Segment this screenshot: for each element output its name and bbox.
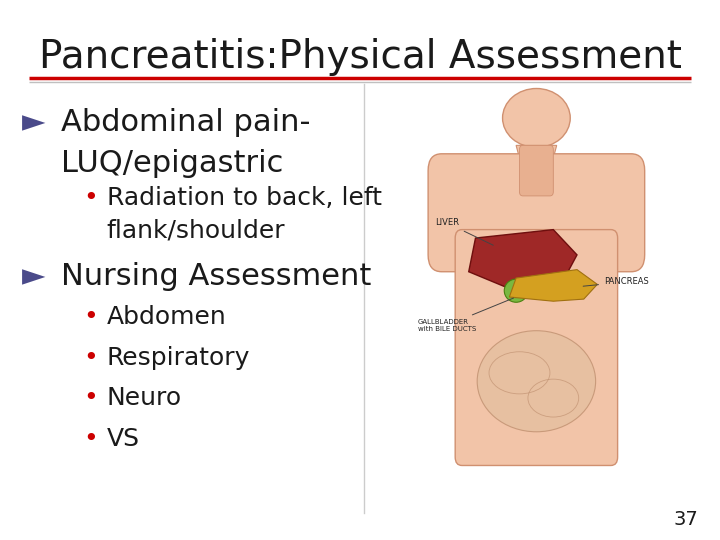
- Text: flank/shoulder: flank/shoulder: [107, 219, 285, 242]
- Ellipse shape: [477, 330, 595, 432]
- Ellipse shape: [504, 279, 528, 302]
- Polygon shape: [469, 230, 577, 288]
- Text: Radiation to back, left: Radiation to back, left: [107, 186, 382, 210]
- Text: LIVER: LIVER: [435, 218, 493, 245]
- Text: Nursing Assessment: Nursing Assessment: [61, 262, 372, 291]
- Text: ►: ►: [22, 262, 45, 291]
- Text: ►: ►: [22, 108, 45, 137]
- Text: GALLBLADDER
with BILE DUCTS: GALLBLADDER with BILE DUCTS: [418, 298, 513, 332]
- Text: Neuro: Neuro: [107, 386, 181, 410]
- Text: PANCREAS: PANCREAS: [583, 278, 649, 286]
- Text: Respiratory: Respiratory: [107, 346, 250, 369]
- Ellipse shape: [503, 89, 570, 147]
- Polygon shape: [509, 269, 598, 301]
- Polygon shape: [516, 145, 557, 171]
- FancyBboxPatch shape: [428, 154, 644, 272]
- Text: Pancreatitis:Physical Assessment: Pancreatitis:Physical Assessment: [39, 38, 681, 76]
- Text: Abdomen: Abdomen: [107, 305, 226, 329]
- Text: •: •: [83, 427, 97, 450]
- Text: LUQ/epigastric: LUQ/epigastric: [61, 148, 284, 178]
- FancyBboxPatch shape: [520, 145, 554, 196]
- Text: •: •: [83, 346, 97, 369]
- Text: •: •: [83, 386, 97, 410]
- Text: •: •: [83, 186, 97, 210]
- FancyBboxPatch shape: [455, 230, 618, 465]
- Text: Abdominal pain-: Abdominal pain-: [61, 108, 311, 137]
- Text: •: •: [83, 305, 97, 329]
- Text: VS: VS: [107, 427, 140, 450]
- Text: 37: 37: [674, 510, 698, 529]
